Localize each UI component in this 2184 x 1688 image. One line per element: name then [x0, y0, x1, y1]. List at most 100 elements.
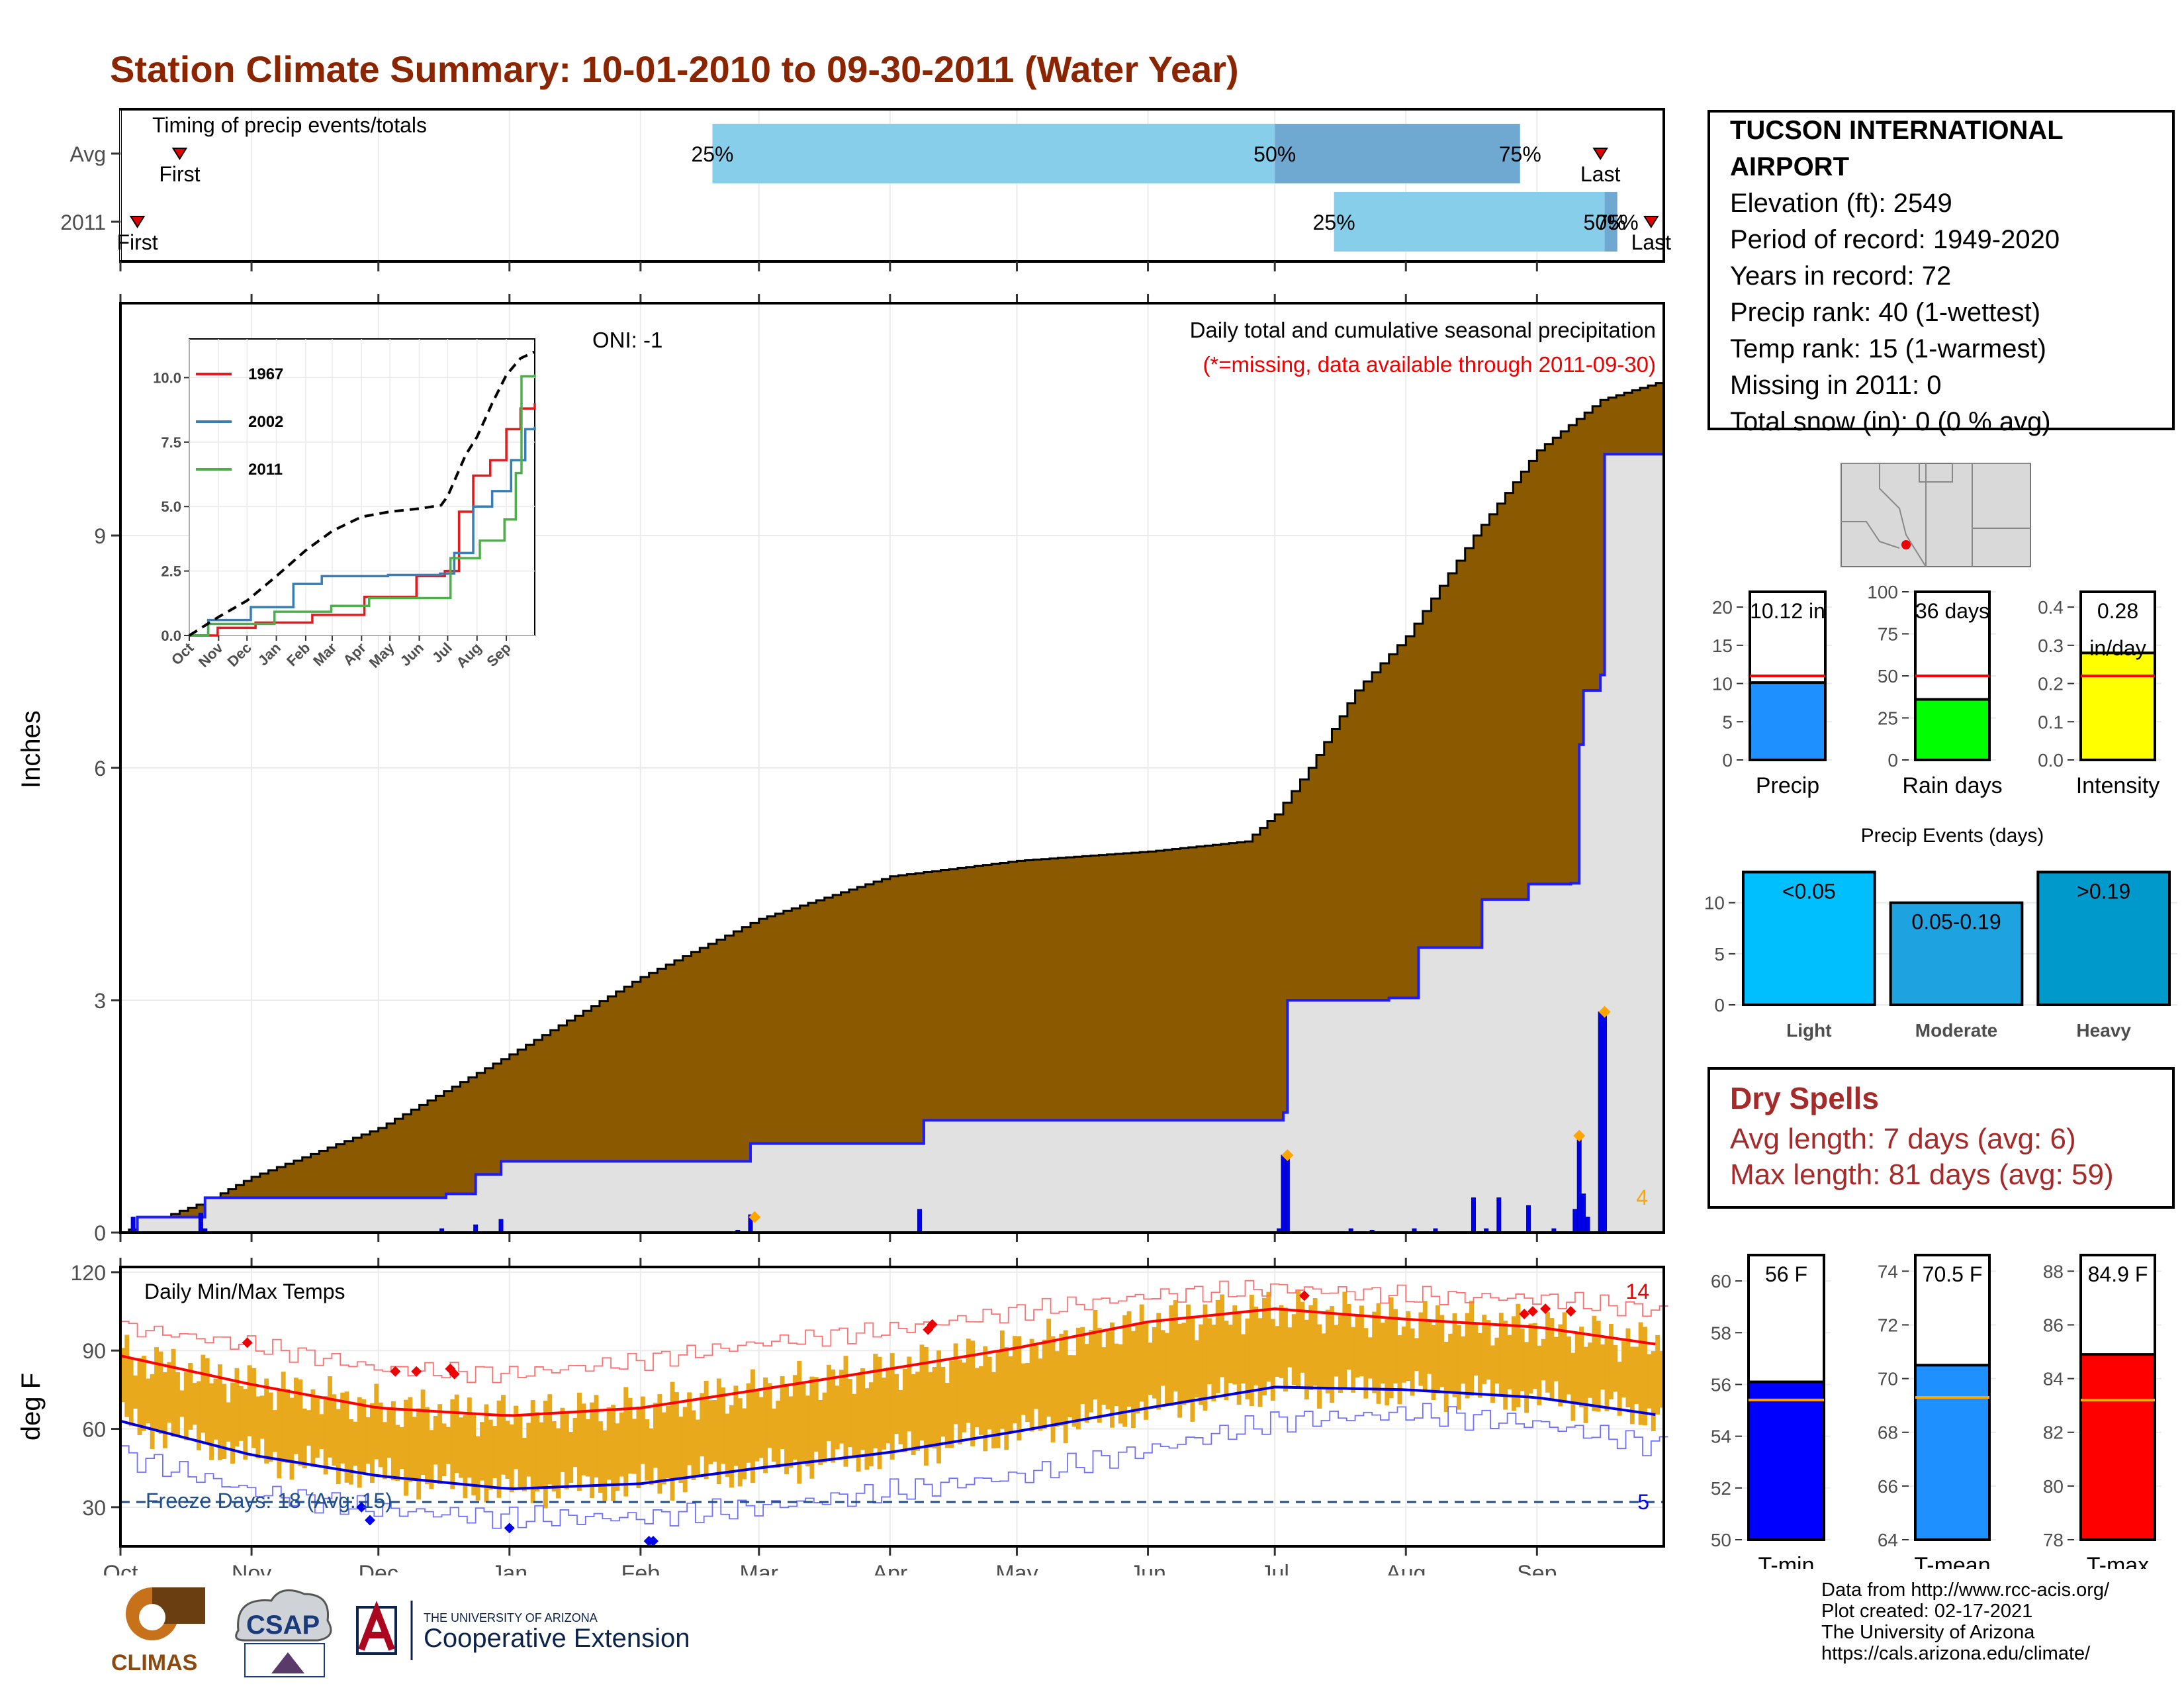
daily-temp-bar [1579, 1327, 1584, 1407]
daily-temp-bar [1241, 1334, 1246, 1384]
daily-temp-bar [725, 1413, 730, 1477]
daily-temp-bar [847, 1379, 852, 1448]
timing-bar-50-75 [1604, 192, 1617, 252]
daily-temp-bar [1046, 1319, 1052, 1417]
daily-temp-bar [1549, 1318, 1555, 1401]
precip-subtitle: (*=missing, data available through 2011-… [1203, 352, 1656, 377]
daily-temp-bar [1283, 1307, 1288, 1392]
daily-temp-bar [328, 1376, 332, 1458]
daily-temp-bar [1537, 1345, 1542, 1405]
daily-temp-bar [556, 1428, 561, 1499]
daily-temp-bar [797, 1360, 802, 1484]
daily-temp-bar [1194, 1340, 1199, 1397]
small-bar-ytick-label: 0.2 [2038, 674, 2064, 694]
daily-temp-bar [492, 1426, 498, 1479]
daily-temp-bar [154, 1347, 159, 1431]
timing-first-marker [171, 148, 188, 160]
daily-temp-bar [1156, 1313, 1161, 1410]
daily-temp-bar [1275, 1326, 1280, 1377]
daily-temp-bar [1355, 1316, 1360, 1378]
small-bar-ytick-label: 82 [2043, 1423, 2064, 1443]
daily-temp-bar [171, 1348, 176, 1437]
small-bar-value [1749, 681, 1827, 761]
small-bar-name: T-max [2087, 1553, 2149, 1569]
month-label: Sep [1517, 1561, 1557, 1575]
record-high-marker [390, 1366, 401, 1377]
small-bar-name: T-mean [1914, 1553, 1990, 1569]
daily-temp-bar [408, 1397, 413, 1482]
daily-temp-bar [1410, 1328, 1415, 1396]
daily-temp-bar [962, 1362, 967, 1432]
daily-temp-bar [365, 1417, 371, 1464]
daily-temp-bar [1165, 1333, 1169, 1405]
daily-temp-bar [378, 1402, 383, 1468]
daily-temp-bar [1520, 1328, 1525, 1391]
daily-temp-bar [1380, 1323, 1385, 1384]
daily-temp-bar [864, 1388, 870, 1470]
daily-temp-bar [780, 1376, 785, 1450]
daily-temp-bar [695, 1419, 700, 1476]
daily-temp-bar [1206, 1318, 1212, 1385]
daily-temp-bar [733, 1385, 739, 1466]
record-high-marker [242, 1337, 253, 1348]
inset-xtick-label: Jul [429, 639, 455, 666]
daily-temp-bar [429, 1430, 434, 1489]
timing-last-label: Last [1631, 230, 1672, 254]
daily-temp-bar [323, 1395, 328, 1475]
daily-temp-bar [1516, 1303, 1521, 1408]
record-high-marker [1519, 1308, 1530, 1319]
daily-temp-bar [1596, 1321, 1601, 1412]
daily-temp-bar [1173, 1300, 1178, 1392]
daily-temp-bar [852, 1393, 857, 1458]
daily-temp-bar [611, 1405, 616, 1501]
daily-temp-bar [771, 1408, 776, 1462]
small-bar-ytick-label: 74 [1878, 1261, 1898, 1282]
daily-temp-bar [1135, 1323, 1140, 1414]
daily-temp-bar [818, 1400, 823, 1465]
svg-text:THE UNIVERSITY OF ARIZONA: THE UNIVERSITY OF ARIZONA [424, 1611, 598, 1624]
daily-temp-bar [944, 1382, 950, 1448]
record-high-marker [927, 1319, 938, 1330]
svg-text:Cooperative Extension: Cooperative Extension [424, 1624, 690, 1653]
daily-temp-bar [700, 1393, 705, 1457]
daily-temp-bar [788, 1396, 794, 1468]
record-low-marker [364, 1515, 375, 1526]
locator-map [1841, 463, 2031, 567]
logos-row: CLIMAS CSAP THE UNIVERSITY OF ARIZONA Co… [111, 1587, 690, 1677]
small-bar-ytick-label: 80 [2043, 1476, 2064, 1497]
small-bar-ytick-label: 0.0 [2038, 750, 2064, 771]
daily-temp-bar [1080, 1327, 1085, 1405]
precip-frame [119, 302, 1665, 1234]
credits: Data from http://www.rcc-acis.org/ Plot … [1821, 1579, 2109, 1664]
small-bar-ytick-label: 84 [2043, 1369, 2064, 1389]
daily-temp-bar [932, 1366, 937, 1449]
daily-temp-bar [1427, 1322, 1432, 1374]
small-bar-value [1914, 1364, 1991, 1542]
daily-temp-bar [1169, 1305, 1174, 1406]
temp-ytick-label: 120 [71, 1261, 106, 1285]
inset-ytick-label: 0.0 [161, 628, 181, 644]
daily-temp-bar [467, 1397, 472, 1478]
small-bar-value-label: 36 days [1915, 599, 1989, 623]
inset-series-2011 [189, 374, 536, 637]
freeze-days-label: Freeze Days: 18 (Avg: 15) [146, 1489, 392, 1513]
small-bar-value-label: 10.12 in [1750, 599, 1825, 623]
daily-temp-bar [1257, 1318, 1263, 1407]
station-name-line2: AIRPORT [1730, 152, 1849, 181]
daily-temp-bar [128, 1359, 134, 1427]
daily-temp-bar [374, 1383, 379, 1460]
daily-temp-bar [729, 1405, 734, 1488]
daily-temp-bar [412, 1417, 417, 1481]
daily-temp-bar [758, 1397, 764, 1458]
daily-temp-bar [1266, 1291, 1271, 1382]
daily-temp-bar [332, 1394, 337, 1466]
daily-temp-bar [1021, 1363, 1026, 1415]
daily-temp-bar [919, 1344, 925, 1441]
daily-temp-bar [255, 1396, 261, 1459]
daily-temp-bar [1524, 1342, 1529, 1413]
daily-temp-bar [1287, 1327, 1293, 1368]
daily-temp-bar [978, 1366, 983, 1435]
station-temp-rank: Temp rank: 15 (1-warmest) [1730, 334, 2046, 363]
daily-temp-bar [839, 1370, 844, 1444]
